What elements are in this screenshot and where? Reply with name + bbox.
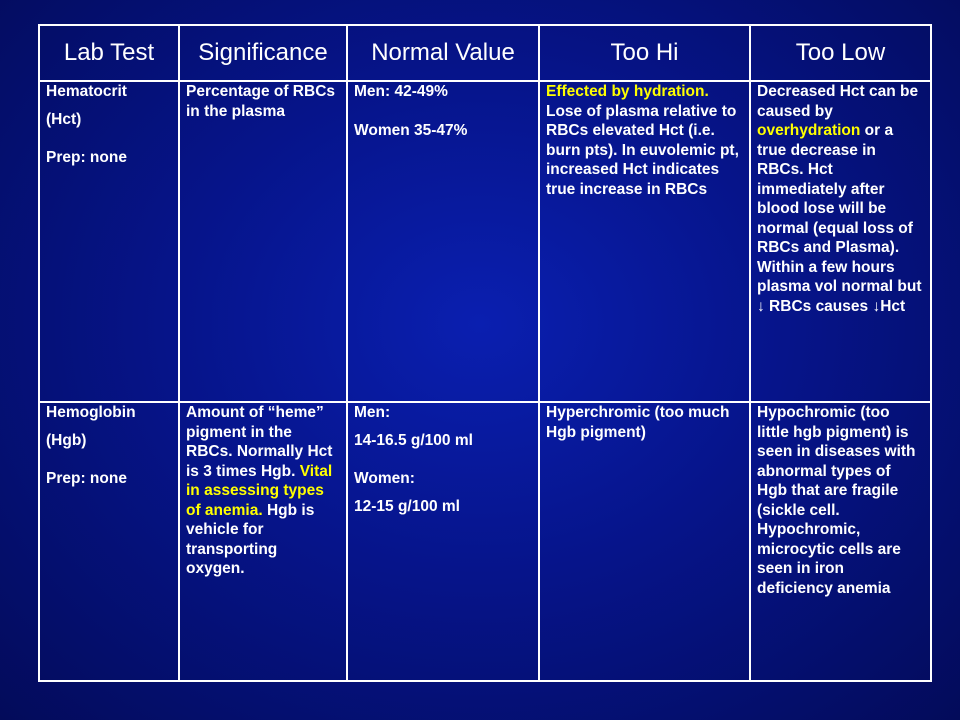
header-too-hi: Too Hi bbox=[538, 23, 751, 83]
normal-value-men: Men: 42-49% bbox=[354, 83, 448, 101]
normal-value-cell: Men: 14-16.5 g/100 ml Women: 12-15 g/100… bbox=[346, 401, 540, 682]
too-hi-highlight: Effected by hydration. bbox=[546, 83, 709, 101]
normal-value-men-label: Men: bbox=[354, 404, 391, 422]
lab-test-prep: Prep: none bbox=[46, 149, 127, 167]
significance-highlight: Vital in assessing types of anemia. bbox=[186, 462, 333, 519]
normal-value-women: Women 35-47% bbox=[354, 121, 468, 139]
normal-value-women-label: Women: bbox=[354, 470, 415, 488]
too-hi-cell: Hyperchromic (too much Hgb pigment) bbox=[538, 401, 751, 682]
too-low-text-before: Decreased Hct can be caused by bbox=[757, 83, 919, 120]
too-low-highlight: overhydration bbox=[757, 122, 861, 140]
lab-test-cell: Hematocrit (Hct) Prep: none bbox=[38, 80, 180, 404]
table-row: Hemoglobin (Hgb) Prep: none Amount of “h… bbox=[38, 401, 932, 682]
normal-value-cell: Men: 42-49% Women 35-47% bbox=[346, 80, 540, 404]
lab-test-abbr: (Hct) bbox=[46, 110, 82, 128]
too-hi-text: Hyperchromic (too much Hgb pigment) bbox=[546, 404, 730, 441]
lab-test-cell: Hemoglobin (Hgb) Prep: none bbox=[38, 401, 180, 682]
header-significance: Significance bbox=[178, 23, 348, 83]
too-low-cell: Hypochromic (too little hgb pigment) is … bbox=[749, 401, 932, 682]
normal-value-men: 14-16.5 g/100 ml bbox=[354, 431, 473, 449]
too-hi-text: Lose of plasma relative to RBCs elevated… bbox=[546, 102, 739, 198]
normal-value-women: 12-15 g/100 ml bbox=[354, 497, 460, 515]
too-low-text: Hypochromic (too little hgb pigment) is … bbox=[757, 404, 916, 597]
significance-text: Percentage of RBCs in the plasma bbox=[186, 83, 336, 120]
header-row: Lab Test Significance Normal Value Too H… bbox=[38, 23, 932, 83]
too-low-text-after: or a true decrease in RBCs. Hct immediat… bbox=[757, 122, 922, 315]
too-hi-cell: Effected by hydration. Lose of plasma re… bbox=[538, 80, 751, 404]
significance-text-after: Hgb is vehicle for transporting oxygen. bbox=[186, 501, 315, 578]
lab-test-abbr: (Hgb) bbox=[46, 431, 87, 449]
lab-test-name: Hemoglobin bbox=[46, 404, 136, 422]
lab-test-prep: Prep: none bbox=[46, 470, 127, 488]
significance-cell: Percentage of RBCs in the plasma bbox=[178, 80, 348, 404]
significance-text-before: Amount of “heme” pigment in the RBCs. No… bbox=[186, 404, 333, 480]
header-normal-value: Normal Value bbox=[346, 23, 540, 83]
lab-test-name: Hematocrit bbox=[46, 83, 127, 101]
table-row: Hematocrit (Hct) Prep: none Percentage o… bbox=[38, 80, 932, 404]
header-too-low: Too Low bbox=[749, 23, 932, 83]
too-low-cell: Decreased Hct can be caused by overhydra… bbox=[749, 80, 932, 404]
lab-values-table: Lab Test Significance Normal Value Too H… bbox=[38, 23, 932, 682]
significance-cell: Amount of “heme” pigment in the RBCs. No… bbox=[178, 401, 348, 682]
header-lab-test: Lab Test bbox=[38, 23, 180, 83]
